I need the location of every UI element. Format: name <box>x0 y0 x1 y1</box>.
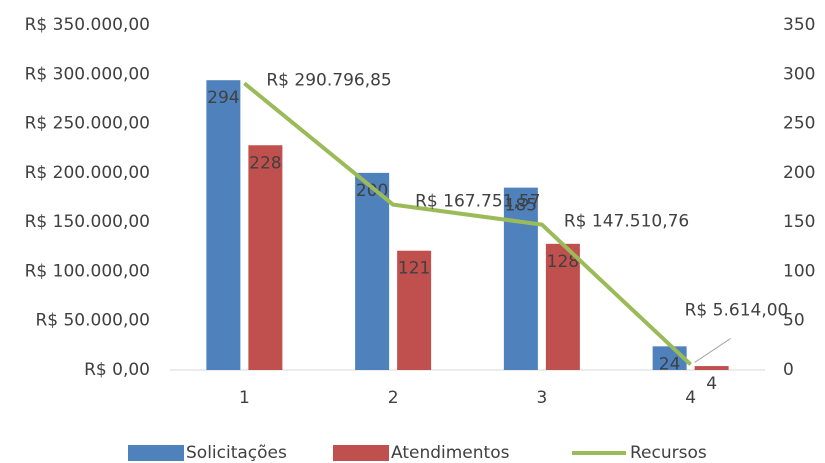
legend-label: Atendimentos <box>391 443 510 463</box>
y-tick-label: R$ 250.000,00 <box>25 114 150 134</box>
y-tick-label: R$ 150.000,00 <box>25 212 150 232</box>
data-label: 185 <box>505 196 537 216</box>
y2-tick-label: 200 <box>783 163 815 183</box>
y-tick-label: R$ 200.000,00 <box>25 163 150 183</box>
data-label: 4 <box>706 374 717 394</box>
bar <box>397 250 432 370</box>
y2-tick-label: 300 <box>783 64 815 84</box>
bar <box>355 172 390 370</box>
y-tick-label: R$ 50.000,00 <box>35 311 150 331</box>
y2-tick-label: 0 <box>783 360 794 380</box>
bar <box>206 80 241 370</box>
data-label: 294 <box>207 88 239 108</box>
data-label: R$ 290.796,85 <box>266 70 391 90</box>
bar <box>694 366 729 370</box>
data-label: 121 <box>398 259 430 279</box>
y2-tick-label: 350 <box>783 15 815 35</box>
y-tick-label: R$ 300.000,00 <box>25 64 150 84</box>
data-label: 228 <box>249 153 281 173</box>
data-label: R$ 5.614,00 <box>685 300 789 320</box>
x-tick-label: 2 <box>388 388 399 408</box>
bar <box>545 243 580 370</box>
legend-swatch <box>128 445 184 461</box>
y2-tick-label: 150 <box>783 212 815 232</box>
data-label: R$ 167.751,57 <box>415 192 540 212</box>
x-tick-label: 1 <box>239 388 250 408</box>
legend-label: Solicitações <box>186 443 287 463</box>
y-tick-label: R$ 350.000,00 <box>25 15 150 35</box>
data-label: 128 <box>547 252 579 272</box>
line <box>243 81 692 366</box>
x-tick-label: 3 <box>536 388 547 408</box>
y2-tick-label: 250 <box>783 114 815 134</box>
legend-swatch <box>333 445 389 461</box>
y-tick-label: R$ 0,00 <box>84 360 150 380</box>
y2-tick-label: 50 <box>783 311 805 331</box>
leader-line <box>694 338 731 363</box>
bar <box>503 187 538 370</box>
data-label: R$ 147.510,76 <box>564 212 689 232</box>
x-tick-label: 4 <box>685 388 696 408</box>
bar <box>248 145 283 370</box>
y2-tick-label: 100 <box>783 261 815 281</box>
y-tick-label: R$ 100.000,00 <box>25 261 150 281</box>
legend-label: Recursos <box>630 443 707 463</box>
data-label: 24 <box>659 354 681 374</box>
